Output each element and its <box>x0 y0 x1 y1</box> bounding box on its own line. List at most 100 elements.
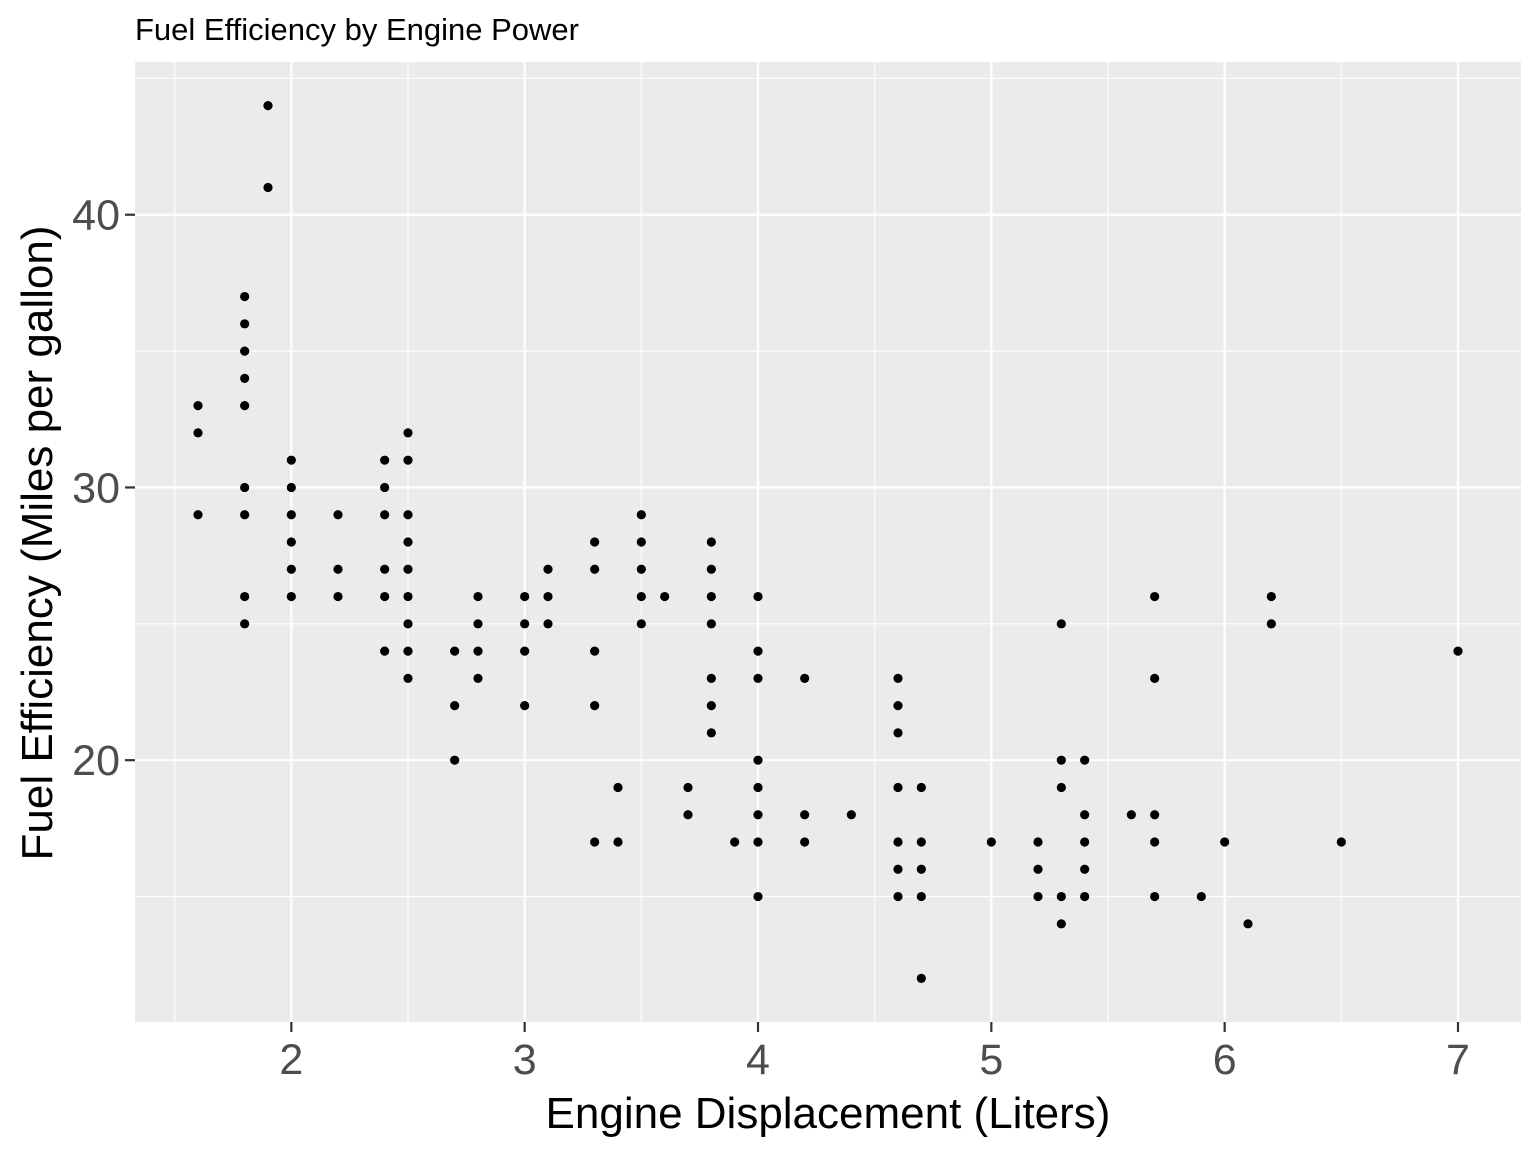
data-point <box>1150 810 1160 820</box>
x-tick-label: 6 <box>1213 1036 1237 1084</box>
data-point <box>333 564 343 574</box>
y-tick-label: 20 <box>72 737 120 785</box>
data-point <box>286 455 296 465</box>
data-point <box>520 701 530 711</box>
data-point <box>1056 919 1066 929</box>
data-point <box>730 837 740 847</box>
data-point <box>450 701 460 711</box>
data-point <box>893 728 903 738</box>
axis-ticks <box>125 213 1460 1032</box>
data-point <box>263 182 273 193</box>
data-point <box>636 591 646 602</box>
data-point <box>520 591 530 602</box>
data-point <box>403 673 413 683</box>
plot-panel <box>135 62 1521 1022</box>
data-point <box>800 673 810 683</box>
data-point <box>846 810 856 820</box>
data-point <box>403 510 413 520</box>
data-point <box>240 591 250 602</box>
data-point <box>893 891 903 902</box>
y-tick-label: 30 <box>72 464 120 512</box>
data-point <box>1033 891 1043 902</box>
data-point <box>753 891 763 902</box>
data-point <box>1056 891 1066 902</box>
data-point <box>286 510 296 520</box>
data-point <box>706 564 716 574</box>
data-point <box>333 510 343 520</box>
x-tick-label: 4 <box>746 1036 770 1084</box>
data-point <box>753 782 763 793</box>
data-point <box>916 837 926 847</box>
data-point <box>193 428 203 438</box>
data-point <box>1126 810 1136 820</box>
data-point <box>1150 891 1160 902</box>
data-point <box>706 673 716 683</box>
data-point <box>380 510 390 520</box>
data-point <box>1266 591 1276 602</box>
data-point <box>916 891 926 902</box>
data-point <box>1266 619 1276 629</box>
data-point <box>333 591 343 602</box>
data-point <box>286 564 296 574</box>
data-point <box>403 646 413 656</box>
data-point <box>1220 837 1230 847</box>
data-point <box>706 619 716 629</box>
data-point <box>520 619 530 629</box>
data-point <box>706 591 716 602</box>
data-point <box>380 482 390 493</box>
data-point <box>916 973 926 983</box>
data-point <box>753 755 763 765</box>
data-point <box>450 755 460 765</box>
data-point <box>380 646 390 656</box>
data-point <box>1336 837 1346 847</box>
data-points <box>193 101 1463 983</box>
data-point <box>403 619 413 629</box>
data-point <box>1243 919 1253 929</box>
data-point <box>1080 837 1090 847</box>
data-point <box>403 428 413 438</box>
data-point <box>263 101 273 111</box>
data-point <box>683 810 693 820</box>
data-point <box>706 701 716 711</box>
data-point <box>473 591 483 602</box>
data-point <box>636 619 646 629</box>
data-point <box>800 837 810 847</box>
data-point <box>240 319 250 329</box>
data-point <box>613 782 623 793</box>
data-point <box>403 455 413 465</box>
data-point <box>753 837 763 847</box>
data-point <box>193 510 203 520</box>
data-point <box>1056 782 1066 793</box>
data-point <box>193 401 203 411</box>
data-point <box>1150 837 1160 847</box>
data-point <box>1150 591 1160 602</box>
data-point <box>240 346 250 356</box>
data-point <box>380 564 390 574</box>
data-point <box>706 537 716 547</box>
data-point <box>893 701 903 711</box>
data-point <box>240 401 250 411</box>
x-tick-label: 7 <box>1446 1036 1470 1084</box>
data-point <box>1150 673 1160 683</box>
data-point <box>590 646 600 656</box>
data-point <box>1080 891 1090 902</box>
chart-title: Fuel Efficiency by Engine Power <box>135 12 579 47</box>
data-point <box>613 837 623 847</box>
data-point <box>893 782 903 793</box>
data-point <box>590 837 600 847</box>
x-axis-tick-labels: 2 3 4 5 6 7 <box>279 1036 1470 1084</box>
data-point <box>753 673 763 683</box>
x-axis-title: Engine Displacement (Liters) <box>546 1089 1111 1138</box>
data-point <box>1080 755 1090 765</box>
data-point <box>473 619 483 629</box>
data-point <box>1056 755 1066 765</box>
data-point <box>543 591 553 602</box>
data-point <box>240 510 250 520</box>
data-point <box>1033 837 1043 847</box>
data-point <box>240 291 250 302</box>
data-point <box>380 591 390 602</box>
data-point <box>590 564 600 574</box>
x-tick-label: 5 <box>979 1036 1003 1084</box>
data-point <box>800 810 810 820</box>
